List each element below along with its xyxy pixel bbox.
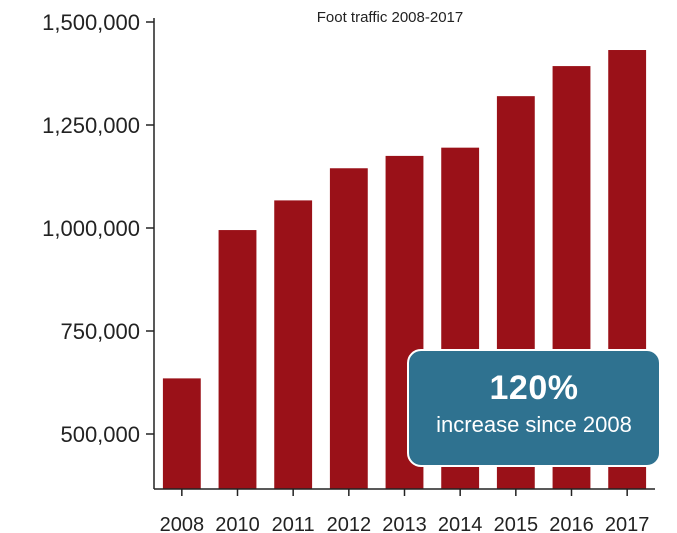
y-axis-ticks: 500,000 750,000 1,000,000 1,250,000 1,500,00… xyxy=(42,10,154,447)
x-tick-label: 2014 xyxy=(438,514,483,533)
chart-subtitle: Foot traffic 2008-2017 xyxy=(317,9,463,26)
y-tick-label: 1,000,000 xyxy=(42,216,140,241)
bar-2011 xyxy=(274,200,313,489)
y-tick-label: 1,500,000 xyxy=(42,10,140,35)
x-tick-label: 2015 xyxy=(494,514,539,533)
bar-2012 xyxy=(329,168,368,489)
x-tick-label: 2017 xyxy=(605,514,650,533)
x-tick-label: 2012 xyxy=(327,514,372,533)
callout-value: 120% xyxy=(489,369,579,407)
increase-callout: 120% increase since 2008 xyxy=(407,349,661,467)
x-tick-label: 2010 xyxy=(215,514,260,533)
x-tick-label: 2008 xyxy=(160,514,205,533)
bar-2010 xyxy=(218,230,257,489)
callout-text: increase since 2008 xyxy=(436,412,632,437)
x-tick-label: 2011 xyxy=(272,514,315,533)
y-tick-label: 750,000 xyxy=(60,319,140,344)
y-tick-label: 1,250,000 xyxy=(42,113,140,138)
x-axis-ticks: 2008 2010 2011 2012 2013 2014 2015 2016 2017 xyxy=(160,489,650,533)
x-tick-label: 2016 xyxy=(549,514,594,533)
bar-2008 xyxy=(162,378,201,489)
y-tick-label: 500,000 xyxy=(60,422,140,447)
x-tick-label: 2013 xyxy=(382,514,427,533)
